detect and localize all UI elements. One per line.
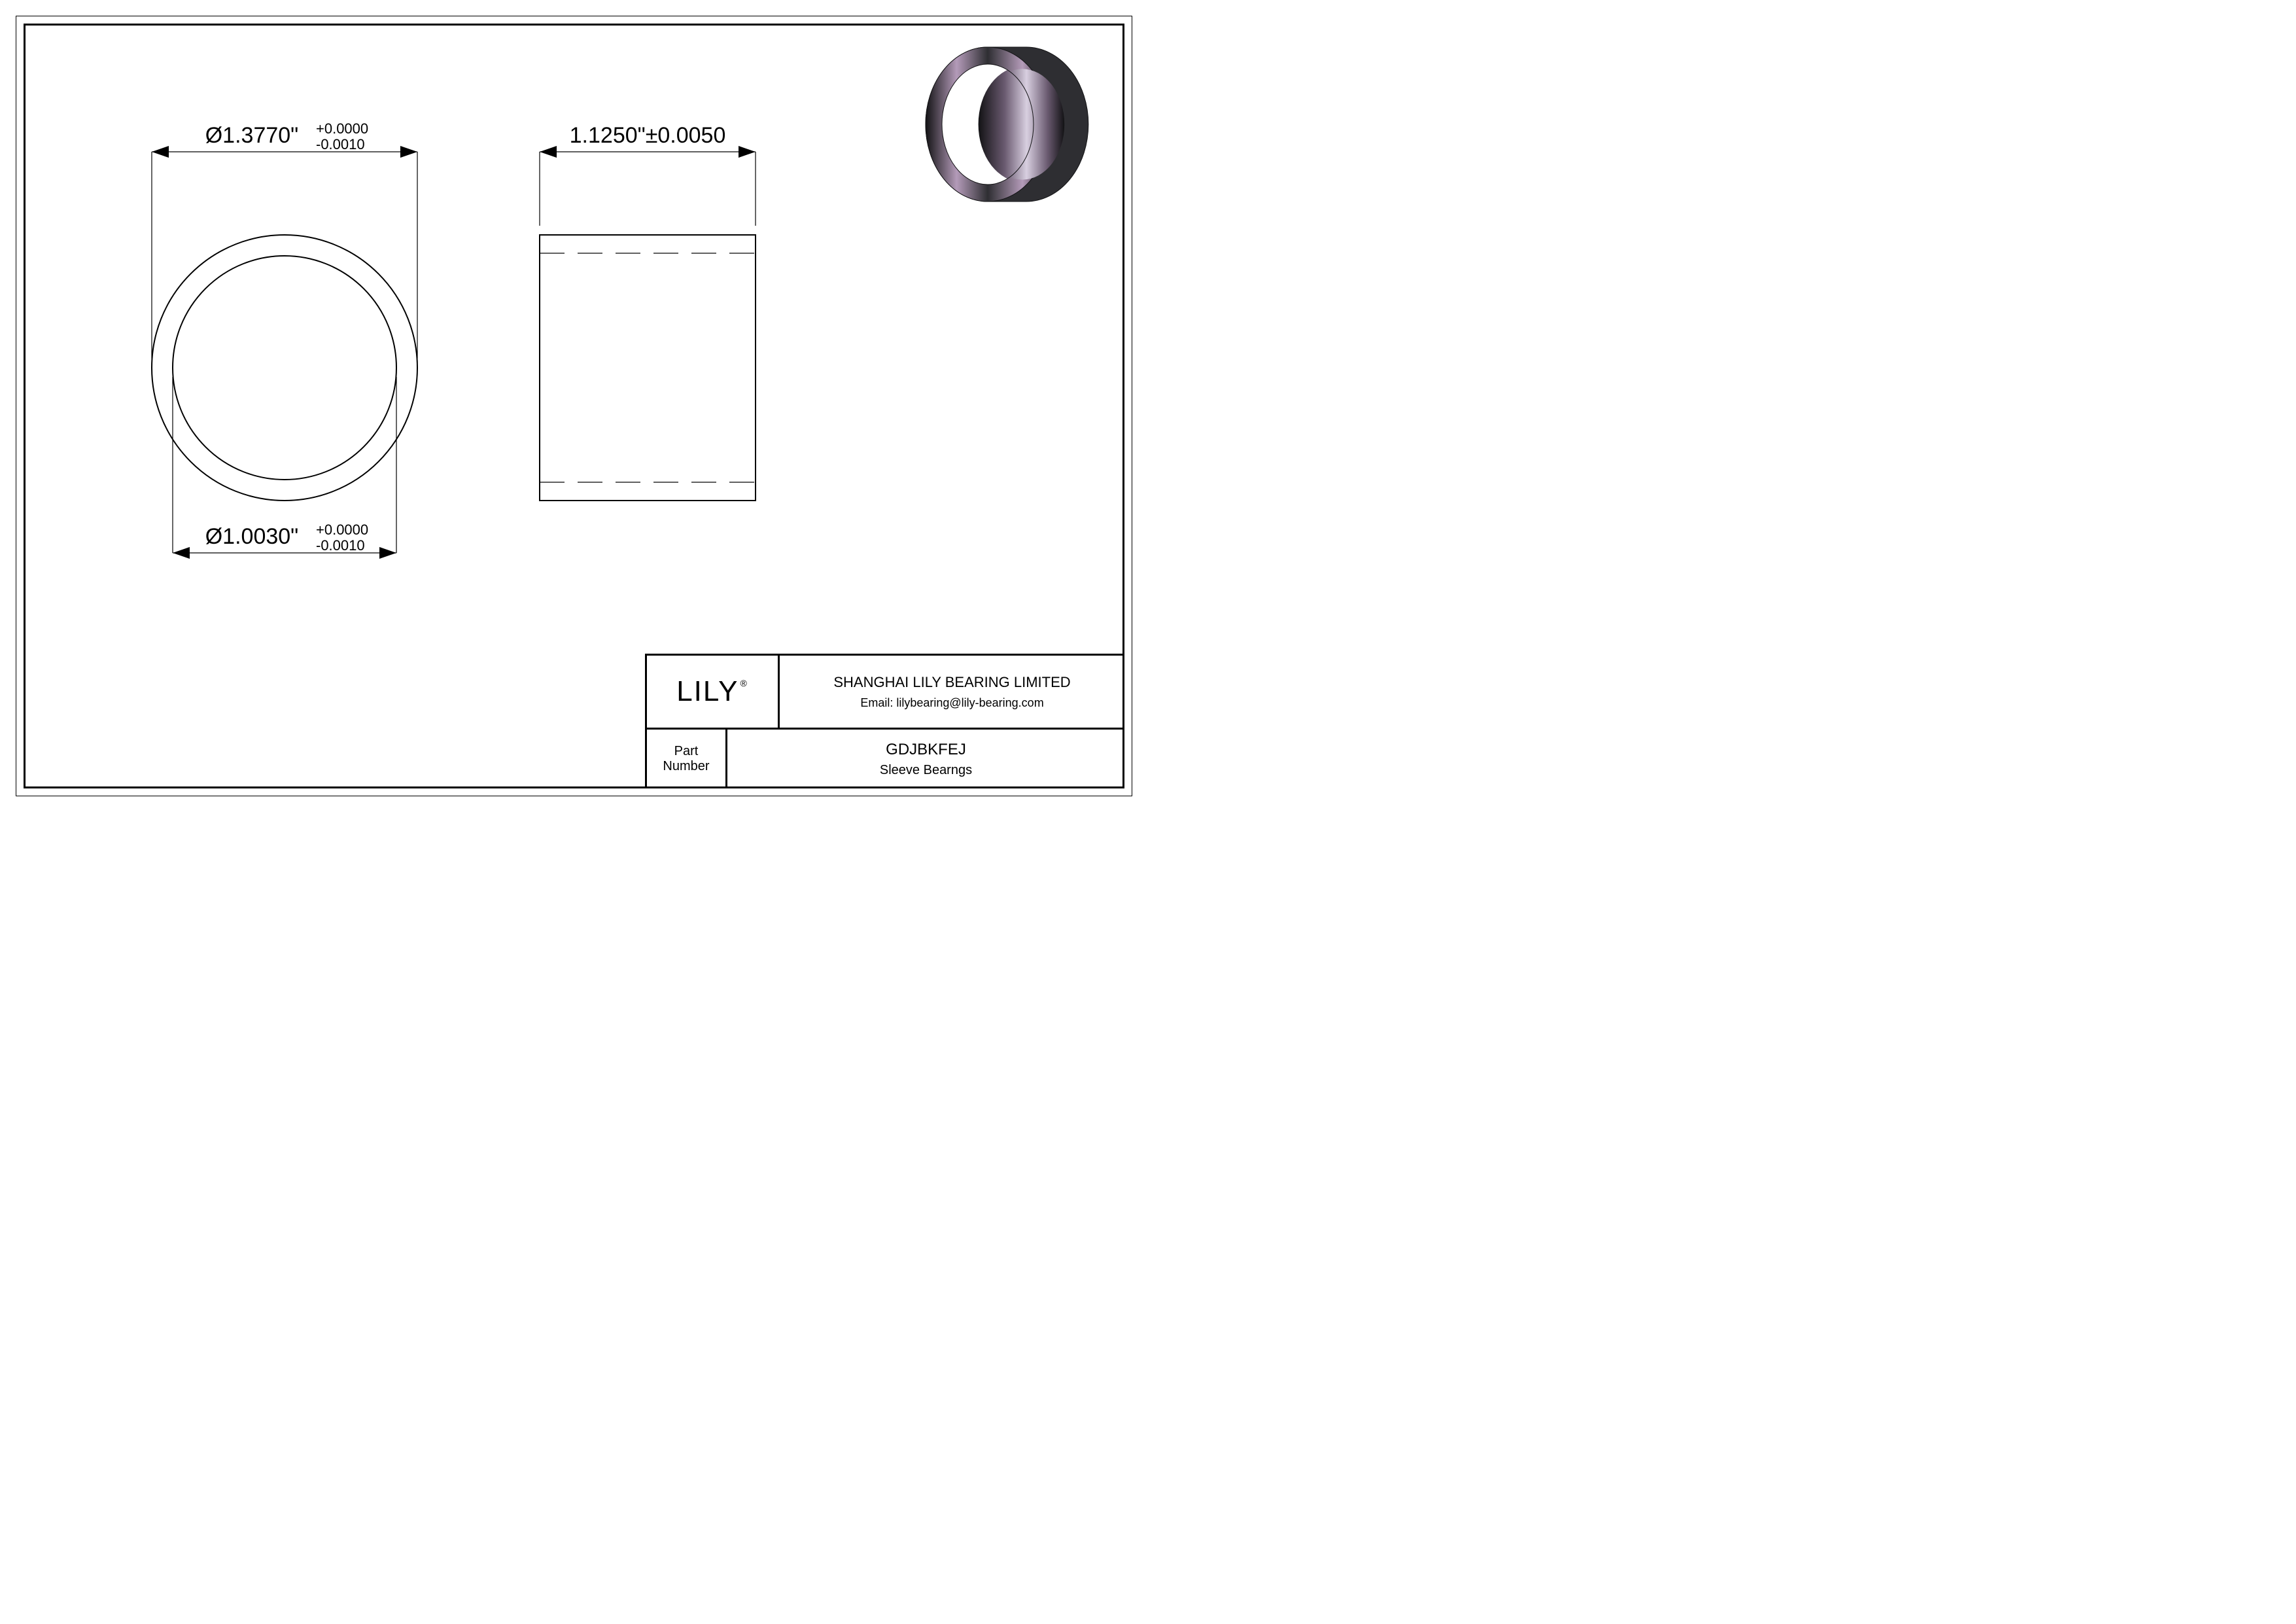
logo-text: LILY ® <box>676 675 748 708</box>
svg-text:1.1250"±0.0050: 1.1250"±0.0050 <box>570 123 726 148</box>
iso-render-icon <box>926 47 1088 202</box>
part-description: Sleeve Bearngs <box>880 763 972 778</box>
drawing-sheet: Ø1.3770"+0.0000-0.0010Ø1.0030"+0.0000-0.… <box>0 0 1148 812</box>
logo-word: LILY <box>676 675 739 708</box>
svg-text:+0.0000: +0.0000 <box>316 120 368 137</box>
company-cell: SHANGHAI LILY BEARING LIMITED Email: lil… <box>780 656 1124 728</box>
part-number-label: Part Number <box>647 730 727 788</box>
front-view: Ø1.3770"+0.0000-0.0010Ø1.0030"+0.0000-0.… <box>152 120 417 559</box>
svg-text:-0.0010: -0.0010 <box>316 136 365 152</box>
svg-text:+0.0000: +0.0000 <box>316 521 368 538</box>
logo-cell: LILY ® <box>647 656 780 728</box>
side-view: 1.1250"±0.0050 <box>540 123 756 501</box>
company-email: Email: lilybearing@lily-bearing.com <box>860 696 1043 710</box>
part-number-value: GDJBKFEJ <box>886 741 966 759</box>
svg-text:Ø1.0030": Ø1.0030" <box>205 524 299 549</box>
title-block: LILY ® SHANGHAI LILY BEARING LIMITED Ema… <box>645 654 1124 788</box>
svg-text:Ø1.3770": Ø1.3770" <box>205 123 299 148</box>
company-name: SHANGHAI LILY BEARING LIMITED <box>833 674 1070 691</box>
registered-mark: ® <box>740 678 748 688</box>
svg-text:-0.0010: -0.0010 <box>316 537 365 554</box>
part-number-cell: GDJBKFEJ Sleeve Bearngs <box>727 730 1124 788</box>
